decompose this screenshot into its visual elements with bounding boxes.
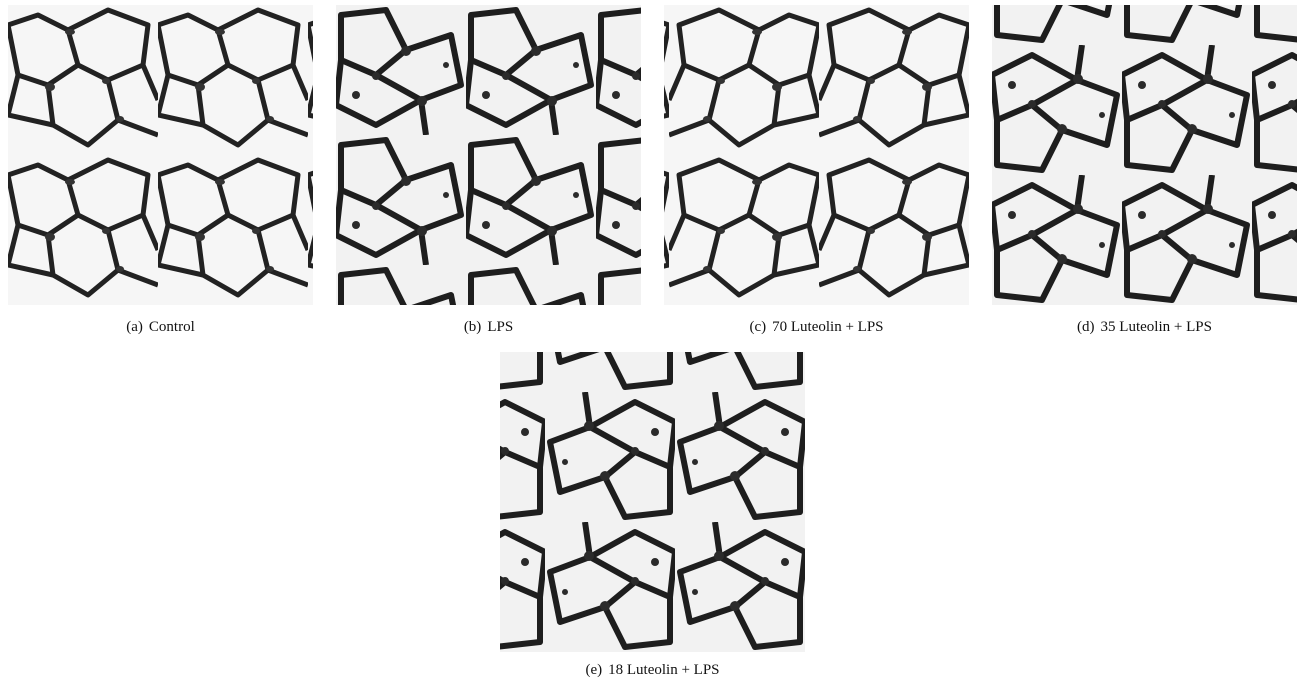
micrograph <box>500 352 805 652</box>
panel-caption: Control <box>149 319 195 335</box>
panel-d: (d) 35 Luteolin + LPS <box>992 5 1297 336</box>
panel-label: (a) <box>126 319 143 335</box>
caption: (a) Control <box>8 319 313 336</box>
panel-caption: 70 Luteolin + LPS <box>772 319 883 335</box>
panel-caption: 35 Luteolin + LPS <box>1101 319 1212 335</box>
micrograph <box>664 5 969 305</box>
figure-page: (a) Control (b) LPS (c) 70 Luteolin + LPS (… <box>0 0 1298 688</box>
panel-caption: LPS <box>487 319 513 335</box>
caption: (c) 70 Luteolin + LPS <box>664 319 969 336</box>
caption: (b) LPS <box>336 319 641 336</box>
panel-c: (c) 70 Luteolin + LPS <box>664 5 969 336</box>
caption: (e) 18 Luteolin + LPS <box>500 662 805 679</box>
panel-e: (e) 18 Luteolin + LPS <box>500 352 805 679</box>
caption: (d) 35 Luteolin + LPS <box>992 319 1297 336</box>
micrograph <box>336 5 641 305</box>
micrograph <box>8 5 313 305</box>
panel-a: (a) Control <box>8 5 313 336</box>
panel-caption: 18 Luteolin + LPS <box>608 662 719 678</box>
micrograph <box>992 5 1297 305</box>
panel-label: (d) <box>1077 319 1095 335</box>
panel-label: (b) <box>464 319 482 335</box>
panel-b: (b) LPS <box>336 5 641 336</box>
panel-label: (c) <box>749 319 766 335</box>
panel-label: (e) <box>585 662 602 678</box>
